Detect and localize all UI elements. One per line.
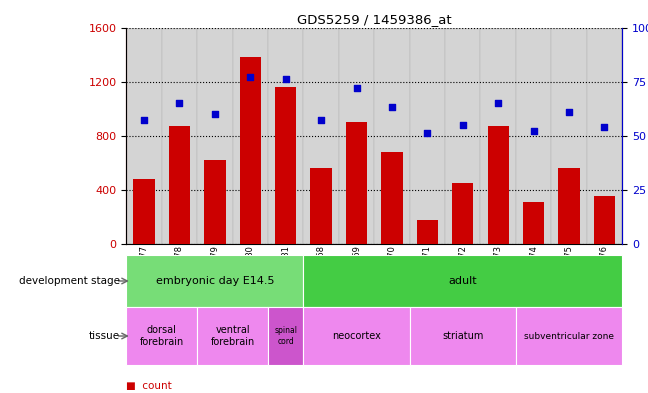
Point xyxy=(422,130,432,136)
Bar xyxy=(417,220,438,244)
Bar xyxy=(559,168,579,244)
Bar xyxy=(410,28,445,244)
Text: adult: adult xyxy=(448,276,477,286)
Bar xyxy=(374,28,410,244)
Bar xyxy=(162,28,197,244)
Bar xyxy=(586,28,622,244)
Bar xyxy=(126,255,303,307)
Text: striatum: striatum xyxy=(442,331,483,341)
Bar xyxy=(410,307,516,365)
Bar xyxy=(480,28,516,244)
Point xyxy=(493,100,503,106)
Bar xyxy=(133,179,155,244)
Point xyxy=(174,100,185,106)
Bar xyxy=(303,28,339,244)
Bar xyxy=(303,255,622,307)
Bar xyxy=(126,28,162,244)
Bar xyxy=(339,28,374,244)
Point xyxy=(281,76,291,83)
Point xyxy=(528,128,538,134)
Text: ■  count: ■ count xyxy=(126,381,172,391)
Text: embryonic day E14.5: embryonic day E14.5 xyxy=(156,276,274,286)
Bar xyxy=(268,28,303,244)
Bar xyxy=(275,87,296,244)
Point xyxy=(564,108,574,115)
Text: ventral
forebrain: ventral forebrain xyxy=(211,325,255,347)
Point xyxy=(210,111,220,117)
Text: neocortex: neocortex xyxy=(332,331,381,341)
Bar xyxy=(516,307,622,365)
Point xyxy=(351,85,362,91)
Point xyxy=(139,117,149,123)
Bar xyxy=(523,202,544,244)
Text: spinal
cord: spinal cord xyxy=(274,326,297,346)
Point xyxy=(599,124,610,130)
Bar xyxy=(169,126,190,244)
Bar xyxy=(452,183,473,244)
Text: dorsal
forebrain: dorsal forebrain xyxy=(139,325,184,347)
Point xyxy=(316,117,327,123)
Bar xyxy=(240,57,261,244)
Point xyxy=(245,74,255,80)
Bar xyxy=(233,28,268,244)
Bar xyxy=(310,168,332,244)
Text: tissue: tissue xyxy=(89,331,120,341)
Bar xyxy=(516,28,551,244)
Bar xyxy=(551,28,586,244)
Bar xyxy=(197,28,233,244)
Title: GDS5259 / 1459386_at: GDS5259 / 1459386_at xyxy=(297,13,452,26)
Text: subventricular zone: subventricular zone xyxy=(524,332,614,340)
Point xyxy=(457,121,468,128)
Bar xyxy=(445,28,480,244)
Text: development stage: development stage xyxy=(19,276,120,286)
Bar xyxy=(303,307,410,365)
Bar xyxy=(268,307,303,365)
Point xyxy=(387,104,397,110)
Bar xyxy=(381,152,402,244)
Bar xyxy=(346,122,367,244)
Bar xyxy=(487,126,509,244)
Bar xyxy=(204,160,226,244)
Bar xyxy=(594,196,615,244)
Bar xyxy=(126,307,197,365)
Bar xyxy=(197,307,268,365)
